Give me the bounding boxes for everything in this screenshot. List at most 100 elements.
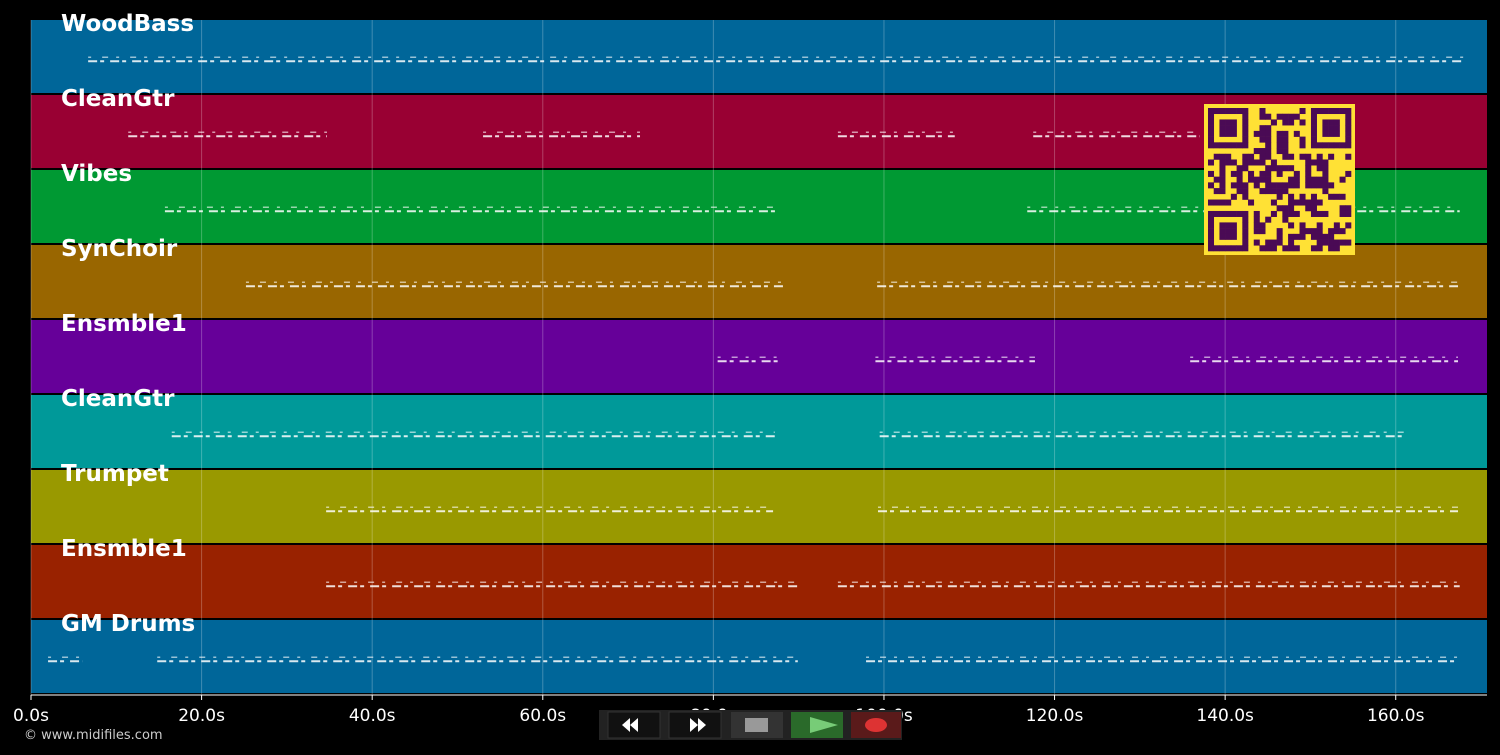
rewind-button[interactable] — [607, 711, 661, 739]
qr-cell — [1230, 125, 1237, 132]
qr-cell — [1282, 142, 1289, 149]
play-button[interactable] — [791, 712, 843, 738]
qr-cell — [1219, 119, 1226, 126]
qr-cell — [1282, 205, 1289, 212]
qr-cell — [1293, 176, 1300, 183]
qr-cell — [1333, 142, 1340, 149]
qr-cell — [1305, 159, 1312, 166]
qr-cell — [1310, 130, 1317, 137]
qr-cell — [1248, 176, 1255, 183]
qr-cell — [1248, 170, 1255, 177]
qr-cell — [1299, 142, 1306, 149]
track-name: WoodBass — [61, 11, 194, 37]
qr-cell — [1293, 210, 1300, 217]
qr-cell — [1265, 245, 1272, 252]
qr-cell — [1345, 136, 1352, 143]
qr-cell — [1288, 193, 1295, 200]
qr-cell — [1219, 188, 1226, 195]
qr-cell — [1219, 176, 1226, 183]
qr-cell — [1265, 176, 1272, 183]
qr-cell — [1345, 113, 1352, 120]
qr-cell — [1345, 239, 1352, 246]
qr-cell — [1236, 210, 1243, 217]
qr-cell — [1270, 165, 1277, 172]
qr-cell — [1230, 193, 1237, 200]
qr-cell — [1288, 176, 1295, 183]
qr-cell — [1208, 142, 1215, 149]
qr-cell — [1322, 188, 1329, 195]
qr-cell — [1316, 233, 1323, 240]
qr-cell — [1316, 142, 1323, 149]
qr-cell — [1339, 193, 1346, 200]
qr-cell — [1236, 245, 1243, 252]
qr-cell — [1253, 159, 1260, 166]
qr-cell — [1322, 182, 1329, 189]
qr-cell — [1345, 153, 1352, 160]
qr-cell — [1208, 228, 1215, 235]
record-button[interactable] — [851, 712, 901, 738]
qr-cell — [1219, 130, 1226, 137]
qr-cell — [1213, 245, 1220, 252]
qr-cell — [1322, 130, 1329, 137]
qr-cell — [1242, 182, 1249, 189]
qr-cell — [1259, 153, 1266, 160]
qr-cell — [1316, 176, 1323, 183]
qr-cell — [1276, 130, 1283, 137]
qr-cell — [1219, 153, 1226, 160]
qr-cell — [1248, 199, 1255, 206]
forward-button[interactable] — [668, 711, 722, 739]
qr-cell — [1316, 165, 1323, 172]
qr-cell — [1305, 199, 1312, 206]
qr-cell — [1299, 199, 1306, 206]
qr-cell — [1310, 142, 1317, 149]
qr-cell — [1219, 228, 1226, 235]
qr-cell — [1225, 125, 1232, 132]
qr-cell — [1322, 210, 1329, 217]
qr-cell — [1288, 205, 1295, 212]
qr-cell — [1276, 148, 1283, 155]
qr-cell — [1310, 113, 1317, 120]
qr-cell — [1259, 130, 1266, 137]
qr-code — [1204, 104, 1355, 255]
qr-cell — [1276, 136, 1283, 143]
qr-cell — [1213, 142, 1220, 149]
track-name: Trumpet — [61, 461, 169, 487]
qr-cell — [1225, 153, 1232, 160]
qr-cell — [1213, 188, 1220, 195]
qr-cell — [1265, 153, 1272, 160]
qr-cell — [1282, 182, 1289, 189]
qr-cell — [1219, 245, 1226, 252]
qr-cell — [1270, 188, 1277, 195]
qr-cell — [1213, 199, 1220, 206]
qr-cell — [1316, 222, 1323, 229]
qr-cell — [1328, 125, 1335, 132]
qr-cell — [1225, 108, 1232, 115]
qr-cell — [1310, 108, 1317, 115]
qr-cell — [1259, 159, 1266, 166]
qr-cell — [1242, 188, 1249, 195]
qr-cell — [1288, 153, 1295, 160]
qr-cell — [1293, 182, 1300, 189]
qr-cell — [1242, 245, 1249, 252]
footer-credit: © www.midifiles.com — [24, 728, 163, 743]
qr-cell — [1276, 205, 1283, 212]
qr-cell — [1208, 245, 1215, 252]
qr-cell — [1253, 148, 1260, 155]
stop-button[interactable] — [731, 712, 783, 738]
track-name: GM Drums — [61, 611, 195, 637]
qr-cell — [1270, 210, 1277, 217]
qr-cell — [1310, 136, 1317, 143]
qr-cell — [1316, 108, 1323, 115]
qr-cell — [1219, 182, 1226, 189]
qr-cell — [1310, 245, 1317, 252]
qr-cell — [1328, 182, 1335, 189]
qr-cell — [1259, 170, 1266, 177]
qr-cell — [1310, 176, 1317, 183]
qr-cell — [1293, 199, 1300, 206]
track-band — [31, 320, 1487, 393]
qr-cell — [1299, 153, 1306, 160]
qr-cell — [1225, 222, 1232, 229]
track-band — [31, 395, 1487, 468]
